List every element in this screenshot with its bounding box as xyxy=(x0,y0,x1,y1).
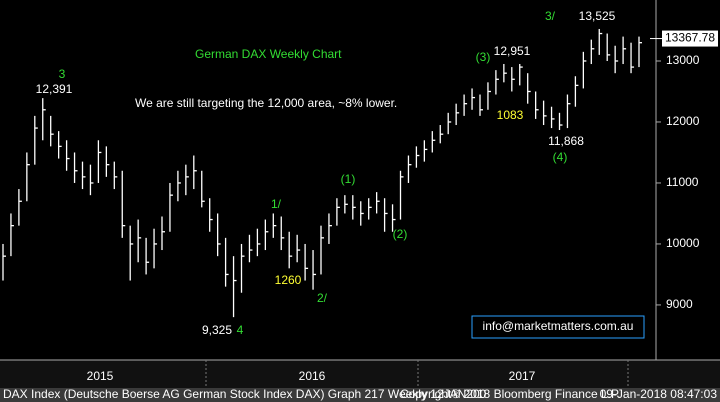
watermark-box xyxy=(471,315,645,339)
annotation: 13,525 xyxy=(579,9,616,23)
annotation: (4) xyxy=(553,150,568,164)
y-tick-label: 13000 xyxy=(666,53,700,67)
footer-band xyxy=(0,388,720,402)
y-tick-label: 10000 xyxy=(666,236,700,250)
annotation: 3/ xyxy=(545,9,556,23)
annotation: 1083 xyxy=(497,108,524,122)
annotation: (2) xyxy=(393,227,408,241)
annotation: 2/ xyxy=(317,291,328,305)
x-tick-label: 2015 xyxy=(87,369,114,383)
y-tick-label: 11000 xyxy=(666,175,699,189)
subtitle: We are still targeting the 12,000 area, … xyxy=(135,96,397,110)
annotation: 4 xyxy=(237,323,244,337)
annotation: 12,951 xyxy=(494,44,531,58)
chart-title: German DAX Weekly Chart xyxy=(195,47,342,61)
last-value-box xyxy=(662,30,718,47)
y-tick-label: 12000 xyxy=(666,114,700,128)
annotation: 12,391 xyxy=(36,82,73,96)
x-tick-label: 2016 xyxy=(299,369,326,383)
last-value-label: 13367.78 xyxy=(665,31,715,45)
x-tick-label: 2017 xyxy=(509,369,536,383)
annotation: 3 xyxy=(59,67,66,81)
annotation: 1260 xyxy=(275,273,302,287)
annotation: 1/ xyxy=(271,197,282,211)
annotation: 11,868 xyxy=(548,134,584,148)
y-tick-label: 9000 xyxy=(666,297,693,311)
footer-left: DAX Index (Deutsche Boerse AG German Sto… xyxy=(3,387,487,401)
annotation: (3) xyxy=(476,50,491,64)
footer-mid: Copyright® 2018 Bloomberg Finance L.P. xyxy=(400,387,621,401)
annotation: 9,325 xyxy=(202,323,232,337)
watermark: info@marketmatters.com.au xyxy=(483,319,634,333)
annotation: (1) xyxy=(341,172,356,186)
footer-right: 09-Jan-2018 08:47:03 xyxy=(600,387,718,401)
x-axis-band xyxy=(0,360,720,388)
